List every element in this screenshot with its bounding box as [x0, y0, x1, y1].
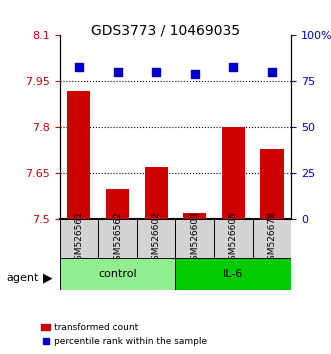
Text: ▶: ▶ — [43, 272, 53, 284]
Text: GSM526561: GSM526561 — [74, 211, 83, 267]
Text: GSM526562: GSM526562 — [113, 212, 122, 266]
Point — [269, 69, 275, 75]
Point — [231, 64, 236, 69]
Bar — [260, 149, 284, 219]
FancyBboxPatch shape — [175, 219, 214, 258]
Text: GDS3773 / 10469035: GDS3773 / 10469035 — [91, 23, 240, 37]
Bar — [222, 127, 245, 219]
FancyBboxPatch shape — [214, 219, 253, 258]
Point — [76, 64, 81, 69]
Legend: transformed count, percentile rank within the sample: transformed count, percentile rank withi… — [38, 320, 211, 349]
FancyBboxPatch shape — [98, 219, 137, 258]
Text: GSM526605: GSM526605 — [229, 211, 238, 267]
Text: agent: agent — [7, 273, 39, 283]
Bar — [106, 189, 129, 219]
Bar — [145, 167, 168, 219]
Point — [115, 69, 120, 75]
Text: GSM526603: GSM526603 — [190, 211, 199, 267]
FancyBboxPatch shape — [253, 219, 291, 258]
Text: GSM526602: GSM526602 — [152, 212, 161, 266]
FancyBboxPatch shape — [60, 258, 175, 290]
Point — [192, 71, 197, 77]
Text: GSM526678: GSM526678 — [267, 211, 276, 267]
FancyBboxPatch shape — [137, 219, 175, 258]
FancyBboxPatch shape — [175, 258, 291, 290]
Bar — [67, 91, 90, 219]
Point — [154, 69, 159, 75]
Text: control: control — [98, 269, 137, 279]
Text: IL-6: IL-6 — [223, 269, 244, 279]
Bar — [183, 213, 206, 219]
FancyBboxPatch shape — [60, 219, 98, 258]
